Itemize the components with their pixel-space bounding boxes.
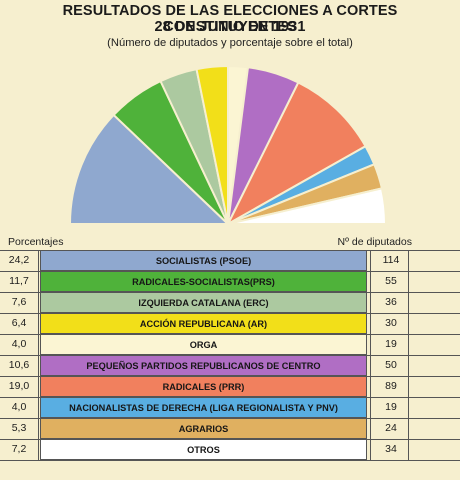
column-divider [38, 250, 39, 460]
party-label: IZQUIERDA CATALANA (ERC) [40, 292, 367, 313]
seats-value: 36 [385, 296, 397, 308]
seats-column-header: Nº de diputados [337, 236, 412, 248]
table-row: 4,0 NACIONALISTAS DE DERECHA (LIGA REGION… [0, 397, 460, 418]
percent-value: 4,0 [11, 401, 27, 413]
slice-9 [227, 187, 388, 225]
row-divider [0, 250, 460, 251]
percent-value: 7,2 [11, 443, 27, 455]
percent-value: 24,2 [8, 254, 30, 266]
table-row: 4,0 ORGA 19 [0, 334, 460, 355]
semicircle-chart [68, 66, 388, 227]
table-row: 11,7 RADICALES-SOCIALISTAS(PRS) 55 [0, 271, 460, 292]
column-divider [370, 250, 371, 460]
table-row: 7,6 IZQUIERDA CATALANA (ERC) 36 [0, 292, 460, 313]
party-label: RADICALES-SOCIALISTAS(PRS) [40, 271, 367, 292]
seats-value: 34 [385, 443, 397, 455]
party-label: NACIONALISTAS DE DERECHA (LIGA REGIONALI… [40, 397, 367, 418]
row-divider [0, 376, 460, 377]
chart-title: RESULTADOS DE LAS ELECCIONES A CORTES CO… [62, 3, 398, 35]
table-row: 5,3 AGRARIOS 24 [0, 418, 460, 439]
row-divider [0, 313, 460, 314]
chart-subtitle: (Número de diputados y porcentaje sobre … [107, 37, 353, 49]
row-divider [0, 271, 460, 272]
party-label: ACCIÓN REPUBLICANA (AR) [40, 313, 367, 334]
row-divider [0, 397, 460, 398]
percent-value: 10,6 [8, 359, 30, 371]
percent-value: 5,3 [11, 422, 27, 434]
table-row: 19,0 RADICALES (PRR) 89 [0, 376, 460, 397]
seats-value: 19 [385, 338, 397, 350]
slice-6 [225, 81, 367, 227]
table-row: 7,2 OTROS 34 [0, 439, 460, 460]
row-divider [0, 292, 460, 293]
row-divider [0, 439, 460, 440]
chart-date: 28 DE JUNIO DE 1931 [154, 19, 306, 35]
percent-column-header: Porcentajes [8, 236, 64, 248]
seats-value: 24 [385, 422, 397, 434]
table-row: 10,6 PEQUEÑOS PARTIDOS REPUBLICANOS DE CE… [0, 355, 460, 376]
seats-value: 19 [385, 401, 397, 413]
percent-value: 4,0 [11, 338, 27, 350]
party-label: PEQUEÑOS PARTIDOS REPUBLICANOS DE CENTRO [40, 355, 367, 376]
party-label: RADICALES (PRR) [40, 376, 367, 397]
party-label: SOCIALISTAS (PSOE) [40, 250, 367, 271]
seats-value: 30 [385, 317, 397, 329]
party-label: AGRARIOS [40, 418, 367, 439]
row-divider [0, 334, 460, 335]
party-label: OTROS [40, 439, 367, 460]
party-label: ORGA [40, 334, 367, 355]
row-divider [0, 460, 460, 461]
seats-value: 89 [385, 380, 397, 392]
slice-0 [68, 113, 231, 225]
column-divider [408, 250, 409, 460]
table-row: 6,4 ACCIÓN REPUBLICANA (AR) 30 [0, 313, 460, 334]
percent-value: 7,6 [11, 296, 27, 308]
row-divider [0, 355, 460, 356]
percent-value: 6,4 [11, 317, 27, 329]
seats-value: 114 [382, 254, 400, 266]
percent-value: 19,0 [8, 380, 30, 392]
row-divider [0, 418, 460, 419]
seats-value: 50 [385, 359, 397, 371]
table-row: 24,2 SOCIALISTAS (PSOE) 114 [0, 250, 460, 271]
seats-value: 55 [385, 275, 397, 287]
percent-value: 11,7 [9, 275, 29, 287]
